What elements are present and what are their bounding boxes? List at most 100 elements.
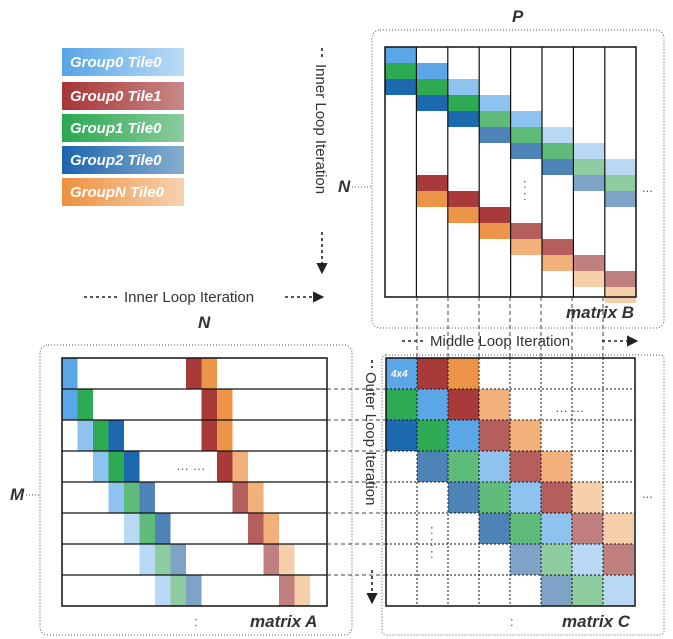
matrix-a-title: matrix A xyxy=(250,612,317,631)
matrix-c-tile xyxy=(479,513,510,544)
matrix-a-tile xyxy=(108,451,124,482)
matrix-a-tile xyxy=(124,513,140,544)
matrix-b-tile xyxy=(447,95,480,111)
matrix-a-tile xyxy=(217,420,233,451)
matrix-b-ellipsis-right: ... xyxy=(642,180,653,195)
middle-loop-arrow: Middle Loop Iteration xyxy=(402,333,639,350)
matrix-b-tile xyxy=(542,255,574,271)
matrix-a-tile xyxy=(248,482,264,513)
matrix-a-tile xyxy=(155,544,171,575)
matrix-b-tile xyxy=(416,175,448,191)
matrix-c-tile xyxy=(510,513,541,544)
matrix-a-tile xyxy=(77,420,93,451)
matrix-a-tile xyxy=(124,451,140,482)
matrix-c-ellipsis-bottom: : xyxy=(510,614,514,629)
matrix-a-tile xyxy=(139,544,155,575)
matrix-a-tile xyxy=(263,513,279,544)
matrix-c-ellipsis-left-2: : xyxy=(430,534,434,549)
matrix-b-tile xyxy=(604,271,637,287)
matrix-a-tile xyxy=(108,482,124,513)
matrix-b-tile xyxy=(604,159,637,175)
dimension-m-label: M xyxy=(10,485,25,504)
matrix-a-tile xyxy=(294,575,310,606)
matrix-b-tile xyxy=(447,111,480,127)
matrix-b-tile xyxy=(385,47,417,63)
matrix-b-tile xyxy=(604,175,637,191)
legend-swatch-group0-tile1 xyxy=(62,82,184,110)
matrix-c-tile xyxy=(541,575,572,606)
matrix-a-tile xyxy=(93,420,109,451)
legend-label-group1-tile0: Group1 Tile0 xyxy=(70,120,162,137)
matrix-a-tile xyxy=(62,358,78,389)
matrix-b-tile xyxy=(573,159,605,175)
dimension-p-label: P xyxy=(512,7,524,26)
matrix-c-tile xyxy=(541,544,572,575)
matrix-a-tile xyxy=(217,389,233,420)
matrix-c-tile xyxy=(603,575,634,606)
matrix-b-tile xyxy=(604,287,637,303)
matrix-a-tile xyxy=(217,451,233,482)
matrix-a-dotted-frame xyxy=(39,344,353,636)
matrix-b-tile xyxy=(479,207,511,223)
matrix-c-tile xyxy=(386,420,417,451)
matrix-b-tile xyxy=(510,223,542,239)
legend-swatch-group0-tile0 xyxy=(62,48,184,76)
matrix-c-ellipsis-left: : xyxy=(430,522,434,537)
matrix-c-tile xyxy=(386,389,417,420)
matrix-b-tile xyxy=(510,143,542,159)
outer-loop-arrow: Outer Loop Iteration xyxy=(362,360,379,605)
matrix-c-tile xyxy=(448,358,479,389)
matrix-a-tile xyxy=(201,389,217,420)
matrix-b-tile xyxy=(510,127,542,143)
matrix-a-tile xyxy=(155,513,171,544)
inner-loop-horizontal-arrow: Inner Loop Iteration xyxy=(84,289,325,306)
matrix-c-ellipsis-left-3: : xyxy=(430,546,434,561)
legend-swatch-groupn-tile0 xyxy=(62,178,184,206)
matrix-c-tile xyxy=(479,482,510,513)
matrix-a-tile xyxy=(232,482,248,513)
matrix-c-tile xyxy=(448,451,479,482)
matrix-b-title: matrix B xyxy=(566,303,634,322)
matrix-a-tile xyxy=(124,482,140,513)
matrix-b-tile xyxy=(416,79,448,95)
matrix-c-tile xyxy=(510,544,541,575)
matrix-a-tile xyxy=(139,482,155,513)
matrix-b-tile xyxy=(416,63,448,79)
legend: Group0 Tile0 Group0 Tile1 Group1 Tile0 G… xyxy=(62,48,184,206)
matrix-c: … … : : : ... : 4x4 xyxy=(385,357,653,629)
matrix-c-tile xyxy=(417,389,448,420)
matrix-b-tile xyxy=(385,63,417,79)
matrix-a-ellipsis-bottom: : xyxy=(194,614,198,629)
legend-swatch-group1-tile0 xyxy=(62,114,184,142)
matrix-b-ellipsis-inner-2: : xyxy=(523,188,527,203)
matrix-c-tile xyxy=(510,482,541,513)
matrix-b-tile xyxy=(479,127,511,143)
matrix-a-tile xyxy=(186,575,202,606)
matrix-c-tile xyxy=(448,389,479,420)
outer-loop-label: Outer Loop Iteration xyxy=(362,372,379,505)
matrix-c-tile xyxy=(417,358,448,389)
matrix-a-tile xyxy=(155,575,171,606)
matrix-a-tile xyxy=(248,513,264,544)
matrix-a-tile xyxy=(186,358,202,389)
matrix-a-tile xyxy=(201,420,217,451)
inner-loop-vertical-label: Inner Loop Iteration xyxy=(312,64,329,194)
legend-label-group0-tile1: Group0 Tile1 xyxy=(70,88,161,105)
matrix-b-tile xyxy=(542,239,574,255)
dimension-n-a-label: N xyxy=(198,313,211,332)
matrix-c-tile xyxy=(541,482,572,513)
matrix-a-tile xyxy=(108,420,124,451)
matrix-a-ellipsis-mid: … … xyxy=(176,458,206,473)
matrix-c-tile xyxy=(479,389,510,420)
matrix-c-tile xyxy=(417,451,448,482)
matrix-b: : : ... xyxy=(384,46,653,303)
matrix-b-tile xyxy=(447,79,480,95)
matrix-b-tile xyxy=(447,191,480,207)
matrix-b-tile xyxy=(604,191,637,207)
matrix-c-tile xyxy=(572,575,603,606)
legend-label-group0-tile0: Group0 Tile0 xyxy=(70,54,162,71)
matrix-c-title: matrix C xyxy=(562,612,631,631)
legend-label-groupn-tile0: GroupN Tile0 xyxy=(70,184,165,201)
matrix-c-tile xyxy=(510,451,541,482)
matrix-b-tile xyxy=(479,95,511,111)
